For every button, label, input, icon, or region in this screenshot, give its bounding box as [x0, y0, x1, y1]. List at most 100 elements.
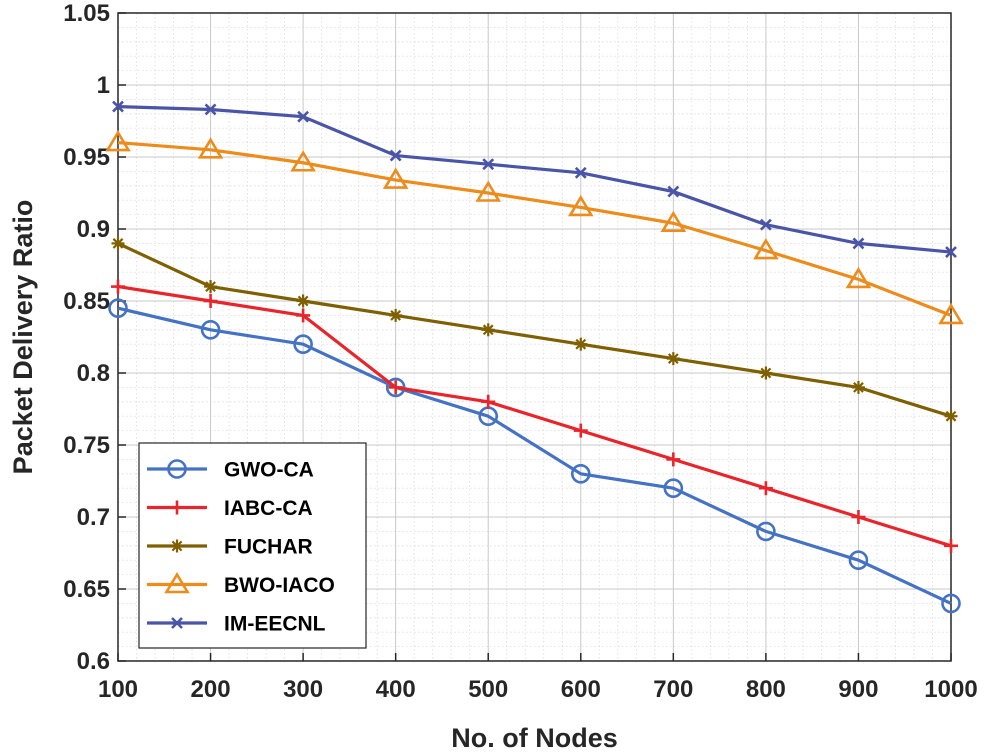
legend: GWO-CA IABC-CA FUCHAR BWO-IACO IM-EECNL	[138, 442, 367, 649]
legend-marker	[164, 571, 190, 594]
data-point-bwo-iaco	[753, 238, 779, 260]
legend-label: GWO-CA	[224, 459, 314, 482]
y-tick-label: 0.95	[63, 144, 110, 171]
data-point-fuchar	[666, 352, 680, 366]
data-point-im-eecnl	[667, 185, 680, 198]
data-point-fuchar	[296, 294, 310, 308]
legend-entry-bwo-iaco: BWO-IACO	[147, 571, 335, 597]
data-point-fuchar	[574, 337, 588, 351]
data-point-gwo-ca	[848, 550, 869, 571]
legend-entry-iabc-ca: IABC-CA	[147, 497, 313, 520]
y-tick-label: 0.85	[63, 288, 110, 315]
y-axis-ticks: 0.6 0.65 0.7 0.75 0.8 0.85 0.9 0.95 1 1.05	[63, 0, 126, 675]
series-im-eecnl	[112, 100, 957, 258]
series-gwo-ca	[108, 298, 961, 614]
x-tick-label: 500	[468, 676, 508, 703]
data-point-gwo-ca	[293, 334, 313, 355]
y-tick-label: 0.9	[77, 216, 110, 243]
legend-marker	[170, 500, 184, 515]
legend-label: BWO-IACO	[224, 574, 335, 597]
data-point-gwo-ca	[941, 593, 961, 614]
x-axis-ticks: 100 200 300 400 500 600 700 800 900 1000	[98, 653, 978, 703]
data-point-fuchar	[204, 280, 218, 294]
data-point-iabc-ca	[296, 308, 311, 323]
data-point-iabc-ca	[203, 294, 218, 308]
data-point-fuchar	[759, 366, 773, 380]
data-point-im-eecnl	[112, 100, 124, 113]
data-point-iabc-ca	[388, 380, 403, 395]
legend-marker	[171, 617, 183, 629]
legend-marker	[170, 539, 184, 553]
minor-grid	[118, 13, 951, 661]
series-line-im-eecnl	[117, 105, 952, 254]
legend-label: FUCHAR	[224, 536, 313, 559]
data-point-im-eecnl	[297, 110, 310, 123]
y-axis-title: Packet Delivery Ratio	[8, 200, 38, 475]
x-tick-label: 700	[653, 676, 693, 703]
series-bwo-iaco	[105, 130, 964, 325]
data-point-bwo-iaco	[475, 180, 502, 202]
y-tick-label: 0.75	[63, 432, 110, 459]
data-point-bwo-iaco	[660, 210, 687, 233]
data-point-iabc-ca	[666, 452, 681, 467]
y-tick-label: 0.8	[77, 360, 110, 387]
x-tick-label: 100	[98, 676, 138, 703]
series-iabc-ca	[111, 279, 958, 553]
data-point-im-eecnl	[945, 246, 957, 258]
data-point-iabc-ca	[851, 510, 866, 524]
x-tick-label: 800	[746, 676, 786, 703]
data-point-fuchar	[944, 409, 958, 423]
data-point-im-eecnl	[759, 218, 772, 231]
data-point-im-eecnl	[389, 149, 402, 162]
x-tick-label: 400	[376, 676, 416, 703]
x-axis-title: No. of Nodes	[451, 723, 618, 753]
data-point-iabc-ca	[111, 279, 125, 294]
data-point-im-eecnl	[482, 158, 495, 171]
data-point-im-eecnl	[204, 103, 217, 116]
data-point-fuchar	[111, 236, 125, 250]
legend-label: IABC-CA	[224, 497, 313, 520]
y-tick-label: 1.05	[63, 0, 110, 27]
series-fuchar	[111, 236, 958, 423]
legend-entry-im-eecnl: IM-EECNL	[147, 613, 326, 636]
x-tick-label: 900	[838, 676, 878, 703]
data-point-iabc-ca	[573, 423, 588, 438]
data-point-iabc-ca	[944, 538, 958, 553]
data-point-bwo-iaco	[845, 266, 872, 289]
x-tick-label: 600	[561, 676, 601, 703]
data-point-gwo-ca	[570, 463, 591, 484]
x-tick-label: 300	[283, 676, 323, 703]
series-layer	[105, 100, 964, 614]
data-point-gwo-ca	[200, 319, 221, 340]
legend-marker	[167, 459, 187, 479]
data-point-im-eecnl	[852, 237, 865, 250]
x-tick-label: 200	[191, 676, 231, 703]
data-point-bwo-iaco	[290, 150, 316, 172]
data-point-bwo-iaco	[197, 137, 224, 159]
data-point-fuchar	[481, 323, 495, 337]
data-point-bwo-iaco	[105, 130, 131, 152]
data-point-im-eecnl	[574, 166, 587, 179]
legend-label: IM-EECNL	[224, 613, 326, 636]
y-tick-label: 0.7	[77, 504, 110, 531]
y-tick-label: 1	[97, 72, 110, 99]
plot-frame	[117, 12, 952, 662]
data-point-bwo-iaco	[382, 167, 409, 189]
data-point-fuchar	[389, 308, 403, 322]
legend-entry-gwo-ca: GWO-CA	[147, 459, 314, 482]
series-line-iabc-ca	[117, 285, 952, 548]
data-point-gwo-ca	[663, 478, 684, 499]
y-tick-label: 0.65	[63, 576, 110, 603]
series-line-bwo-iaco	[117, 141, 952, 317]
legend-entry-fuchar: FUCHAR	[147, 536, 313, 559]
y-tick-label: 0.6	[77, 648, 110, 675]
data-point-iabc-ca	[758, 481, 773, 496]
series-line-fuchar	[117, 241, 952, 418]
x-tick-label: 1000	[924, 676, 977, 703]
data-point-gwo-ca	[756, 521, 776, 542]
data-point-iabc-ca	[481, 394, 496, 409]
data-point-bwo-iaco	[567, 194, 594, 217]
data-point-fuchar	[851, 380, 865, 394]
data-point-bwo-iaco	[938, 302, 964, 325]
